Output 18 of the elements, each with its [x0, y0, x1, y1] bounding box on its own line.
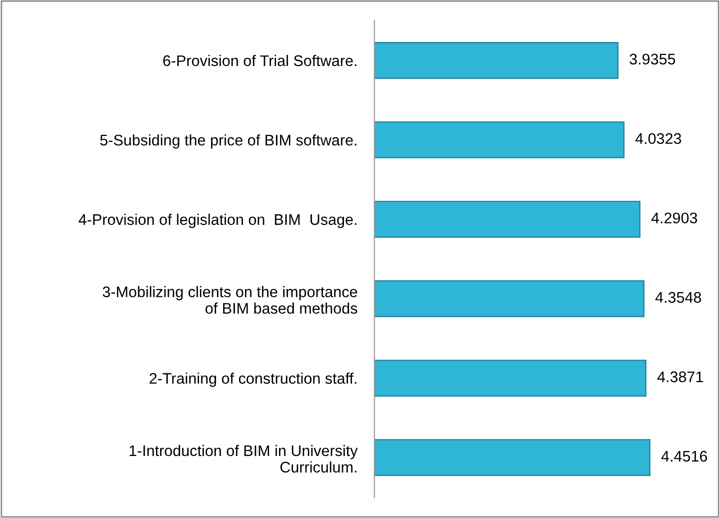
data-label: 4.4516: [661, 450, 708, 462]
bar: [374, 360, 646, 397]
bar: [374, 439, 650, 476]
y-tick-label: 6-Provision of Trial Software.: [163, 54, 356, 66]
bar: [374, 42, 618, 79]
bar: [374, 200, 640, 238]
data-label: 4.3871: [657, 371, 703, 382]
bar: [374, 121, 624, 158]
y-tick-label: 1-Introduction of BIM in University Curriculum.: [130, 444, 358, 473]
data-label: 4.3548: [655, 292, 702, 303]
bar: [374, 280, 644, 318]
y-tick-label: 3-Mobilizing clients on the importance of BIM based methods: [102, 286, 358, 314]
data-label: 3.9355: [630, 54, 676, 65]
data-label: 4.2903: [651, 212, 698, 224]
y-tick-label: 5-Subsiding the price of BIM software.: [100, 134, 356, 149]
data-label: 4.0323: [635, 133, 682, 144]
y-tick-label: 4-Provision of legislation on BIM Usage.: [78, 214, 356, 228]
y-tick-label: 2-Training of construction staff.: [150, 372, 356, 387]
